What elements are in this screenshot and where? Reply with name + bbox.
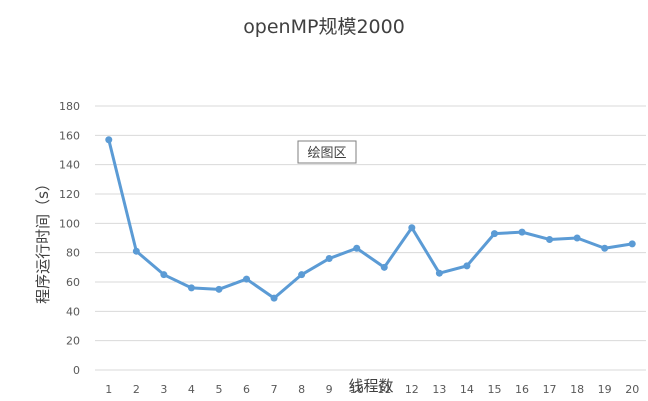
data-point xyxy=(490,230,498,238)
x-tick-label: 6 xyxy=(243,383,250,396)
x-axis-label: 线程数 xyxy=(348,377,393,395)
chart-title: openMP规模2000 xyxy=(243,16,405,38)
x-tick-label: 20 xyxy=(625,383,639,396)
data-point xyxy=(215,285,223,293)
x-tick-label: 16 xyxy=(515,383,529,396)
data-point xyxy=(325,255,333,263)
x-tick-label: 15 xyxy=(487,383,501,396)
y-tick-label: 120 xyxy=(59,188,80,201)
x-tick-label: 11 xyxy=(377,383,391,396)
y-tick-label: 40 xyxy=(66,305,80,318)
data-point xyxy=(546,235,554,243)
y-axis-label: 程序运行时间（s） xyxy=(34,176,52,304)
x-tick-label: 8 xyxy=(298,383,305,396)
x-tick-label: 14 xyxy=(460,383,474,396)
data-point xyxy=(160,271,168,279)
x-tick-label: 13 xyxy=(432,383,446,396)
series-line xyxy=(107,138,634,300)
x-tick-label: 10 xyxy=(350,383,364,396)
gridlines xyxy=(95,105,646,371)
x-tick-label: 7 xyxy=(271,383,278,396)
y-tick-label: 180 xyxy=(59,100,80,113)
data-point xyxy=(518,228,526,236)
x-tick-label: 12 xyxy=(405,383,419,396)
data-point xyxy=(463,262,471,270)
data-point xyxy=(187,284,195,292)
y-tick-labels: 0 20 40 60 80 100 120 140 160 180 xyxy=(59,100,80,377)
data-point xyxy=(105,136,113,144)
y-tick-label: 60 xyxy=(66,276,80,289)
y-tick-label: 0 xyxy=(73,364,80,377)
data-point xyxy=(243,275,251,283)
data-point xyxy=(132,247,140,255)
y-tick-label: 80 xyxy=(66,247,80,260)
data-point xyxy=(573,234,581,242)
data-point xyxy=(353,244,361,252)
y-tick-label: 20 xyxy=(66,335,80,348)
x-tick-label: 9 xyxy=(326,383,333,396)
x-tick-label: 2 xyxy=(133,383,140,396)
y-tick-label: 100 xyxy=(59,217,80,230)
x-tick-label: 1 xyxy=(105,383,112,396)
y-tick-label: 140 xyxy=(59,159,80,172)
data-point xyxy=(435,269,443,277)
x-tick-label: 17 xyxy=(543,383,557,396)
plot-area-label: 绘图区 xyxy=(307,146,346,161)
y-tick-label: 160 xyxy=(59,129,80,142)
x-tick-label: 4 xyxy=(188,383,195,396)
x-tick-label: 5 xyxy=(215,383,222,396)
data-point xyxy=(408,224,416,232)
data-point xyxy=(298,271,306,279)
x-tick-label: 18 xyxy=(570,383,584,396)
x-tick-label: 3 xyxy=(160,383,167,396)
data-point xyxy=(380,263,388,271)
plot-area-annotation: 绘图区 xyxy=(297,140,357,164)
series-group xyxy=(105,136,636,302)
x-tick-labels: 1 2 3 4 5 6 7 8 9 10 11 12 13 14 15 16 17 18 19 20 xyxy=(105,383,639,396)
data-point xyxy=(628,240,636,248)
data-point xyxy=(270,294,278,302)
data-point xyxy=(601,244,609,252)
x-tick-label: 19 xyxy=(598,383,612,396)
